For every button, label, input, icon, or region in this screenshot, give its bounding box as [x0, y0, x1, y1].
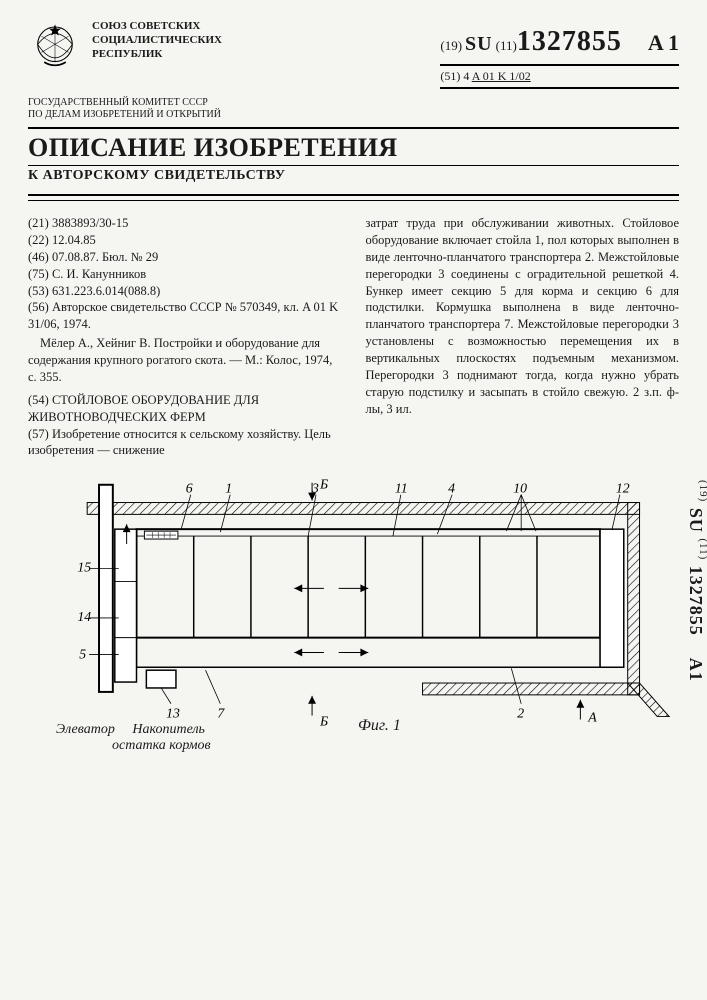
field-53: (53) 631.223.6.014(088.8) — [28, 283, 342, 300]
svg-text:11: 11 — [395, 481, 408, 496]
side-number: 1327855 — [686, 566, 706, 636]
figure-caption-left: Элеватор Накопитель остатка кормов — [56, 722, 211, 753]
code-19: (19) — [440, 38, 462, 54]
divider — [28, 127, 679, 129]
svg-text:7: 7 — [217, 706, 225, 721]
svg-text:13: 13 — [166, 706, 180, 721]
figure-1: 6 1 3 11 4 10 12 15 14 5 13 7 2 Б Б А Эл… — [28, 473, 679, 753]
svg-text:2: 2 — [517, 706, 524, 721]
title-main: ОПИСАНИЕ ИЗОБРЕТЕНИЯ — [28, 133, 679, 163]
code-11: (11) — [496, 38, 517, 54]
side-mid: (11) — [697, 538, 707, 560]
storage-label-1: Накопитель — [132, 722, 205, 737]
divider-thin — [28, 200, 679, 201]
svg-text:10: 10 — [513, 481, 527, 496]
svg-text:4: 4 — [448, 481, 455, 496]
svg-text:1: 1 — [225, 481, 232, 496]
union-text: СОЮЗ СОВЕТСКИХ СОЦИАЛИСТИЧЕСКИХ РЕСПУБЛИ… — [92, 20, 242, 61]
ipc-prefix: (51) 4 — [440, 69, 469, 83]
svg-text:А: А — [587, 710, 597, 725]
svg-text:12: 12 — [616, 481, 630, 496]
side-prefix: (19) — [697, 480, 707, 502]
right-column: затрат труда при обслуживании животных. … — [366, 215, 680, 459]
side-patent-label: (19) SU (11) 1327855 A1 — [685, 480, 707, 682]
side-kind: A1 — [686, 658, 706, 682]
field-54: (54) СТОЙЛОВОЕ ОБОРУДОВАНИЕ ДЛЯ ЖИВОТНОВ… — [28, 392, 342, 426]
state-emblem — [28, 20, 82, 74]
field-75: (75) С. И. Канунников — [28, 266, 342, 283]
divider — [28, 194, 679, 196]
field-21: (21) 3883893/30-15 — [28, 215, 342, 232]
field-56: (56) Авторское свидетельство СССР № 5703… — [28, 299, 342, 333]
svg-text:6: 6 — [186, 481, 193, 496]
elevator-label: Элеватор — [56, 722, 115, 737]
document-codes: (19) SU (11) 1327855 A 1 (51) 4 A 01 K 1… — [440, 20, 679, 89]
storage-label-2: остатка кормов — [112, 738, 211, 753]
field-46: (46) 07.08.87. Бюл. № 29 — [28, 249, 342, 266]
ipc-code: A 01 K 1/02 — [472, 69, 531, 83]
figure-number: Фиг. 1 — [358, 717, 401, 735]
svg-text:14: 14 — [77, 609, 91, 624]
kind-code: A 1 — [648, 30, 679, 56]
svg-text:15: 15 — [77, 560, 91, 575]
svg-text:Б: Б — [319, 714, 328, 729]
committee-text: ГОСУДАРСТВЕННЫЙ КОМИТЕТ СССР ПО ДЕЛАМ ИЗ… — [28, 97, 679, 121]
bibliographic-columns: (21) 3883893/30-15 (22) 12.04.85 (46) 07… — [28, 215, 679, 459]
svg-text:3: 3 — [311, 481, 319, 496]
svg-text:5: 5 — [79, 647, 86, 662]
left-column: (21) 3883893/30-15 (22) 12.04.85 (46) 07… — [28, 215, 342, 459]
patent-number: 1327855 — [517, 26, 622, 58]
side-country: SU — [686, 508, 706, 533]
reference-text: Мёлер А., Хейниг В. Постройки и оборудов… — [28, 335, 342, 386]
abstract-text: затрат труда при обслуживании животных. … — [366, 215, 680, 418]
divider-thin — [28, 165, 679, 166]
svg-text:Б: Б — [319, 477, 328, 492]
field-57: (57) Изобретение относится к сельскому х… — [28, 426, 342, 460]
country-code: SU — [465, 33, 493, 56]
title-sub: К АВТОРСКОМУ СВИДЕТЕЛЬСТВУ — [28, 168, 679, 184]
field-22: (22) 12.04.85 — [28, 232, 342, 249]
